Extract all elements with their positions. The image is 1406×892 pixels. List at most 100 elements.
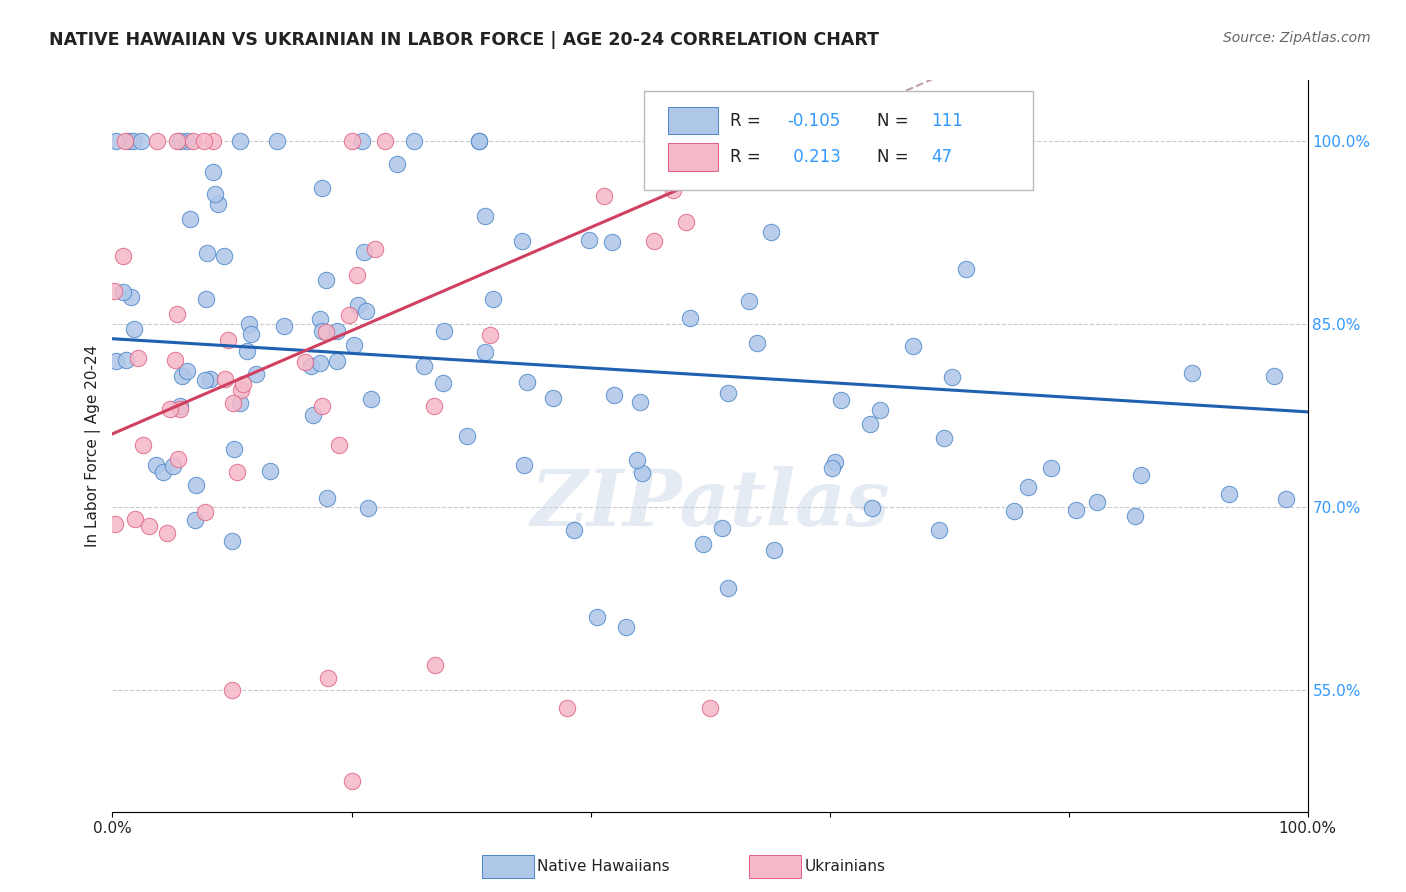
Point bbox=[343, 338, 366, 352]
Text: N =: N = bbox=[877, 112, 914, 129]
Point bbox=[214, 372, 236, 386]
Point bbox=[762, 543, 785, 558]
Point bbox=[1002, 504, 1025, 518]
Point bbox=[159, 402, 181, 417]
Point bbox=[221, 534, 243, 549]
Text: Ukrainians: Ukrainians bbox=[804, 859, 886, 873]
Point bbox=[193, 134, 215, 148]
Text: -0.105: -0.105 bbox=[787, 112, 841, 129]
Point bbox=[236, 343, 259, 358]
Point bbox=[273, 319, 295, 334]
Point bbox=[761, 226, 783, 240]
Point bbox=[738, 294, 761, 309]
Point bbox=[717, 582, 740, 596]
Point bbox=[592, 189, 614, 203]
Point bbox=[201, 134, 224, 148]
Point bbox=[425, 658, 447, 673]
Point bbox=[167, 451, 190, 466]
Text: Source: ZipAtlas.com: Source: ZipAtlas.com bbox=[1223, 31, 1371, 45]
Point bbox=[201, 164, 224, 178]
Text: 0.213: 0.213 bbox=[787, 148, 841, 166]
Point bbox=[564, 523, 586, 537]
Point bbox=[294, 355, 316, 369]
Point bbox=[364, 242, 387, 256]
Text: R =: R = bbox=[730, 112, 766, 129]
Point bbox=[675, 215, 697, 229]
Point bbox=[165, 353, 187, 368]
Point bbox=[166, 307, 188, 321]
Point bbox=[901, 339, 924, 353]
Point bbox=[299, 359, 322, 374]
Point bbox=[941, 369, 963, 384]
Point bbox=[717, 385, 740, 400]
Point bbox=[204, 187, 226, 202]
Point bbox=[138, 518, 160, 533]
Point bbox=[112, 249, 135, 263]
Point bbox=[315, 273, 337, 287]
Point bbox=[337, 308, 360, 322]
Point bbox=[516, 376, 538, 390]
Point bbox=[207, 197, 229, 211]
Point bbox=[628, 395, 651, 409]
Point bbox=[222, 442, 245, 456]
Point bbox=[105, 134, 128, 148]
Point bbox=[662, 183, 685, 197]
Point bbox=[342, 134, 364, 148]
Point bbox=[1123, 508, 1146, 523]
Point bbox=[200, 372, 222, 386]
Point bbox=[679, 311, 702, 326]
Point bbox=[468, 134, 491, 148]
Point bbox=[121, 134, 143, 148]
FancyBboxPatch shape bbox=[644, 91, 1033, 190]
Point bbox=[111, 285, 134, 299]
Point bbox=[122, 322, 145, 336]
Point bbox=[356, 501, 378, 516]
Point bbox=[240, 326, 263, 341]
Point bbox=[468, 134, 491, 148]
Text: 111: 111 bbox=[931, 112, 963, 129]
Point bbox=[1064, 503, 1087, 517]
Point bbox=[360, 392, 382, 407]
Point bbox=[194, 292, 217, 306]
Point bbox=[231, 383, 253, 397]
Point bbox=[643, 235, 665, 249]
Point bbox=[169, 134, 191, 148]
Point bbox=[232, 377, 254, 392]
Point bbox=[352, 134, 374, 148]
Point bbox=[711, 521, 734, 535]
Point bbox=[955, 262, 977, 277]
Point bbox=[176, 134, 198, 148]
Point bbox=[482, 293, 505, 307]
Point bbox=[212, 249, 235, 263]
Point bbox=[124, 511, 146, 525]
Point bbox=[555, 701, 578, 715]
Text: N =: N = bbox=[877, 148, 914, 166]
Point bbox=[225, 465, 247, 479]
Text: Native Hawaiians: Native Hawaiians bbox=[537, 859, 669, 873]
Point bbox=[221, 682, 243, 697]
Point bbox=[614, 620, 637, 634]
Point bbox=[146, 134, 169, 148]
Point bbox=[152, 465, 174, 479]
Y-axis label: In Labor Force | Age 20-24: In Labor Force | Age 20-24 bbox=[84, 345, 101, 547]
Point bbox=[824, 455, 846, 469]
Point bbox=[179, 211, 201, 226]
Point bbox=[302, 409, 325, 423]
Point bbox=[184, 513, 207, 527]
Point bbox=[1181, 366, 1204, 380]
Point bbox=[169, 399, 191, 413]
Point bbox=[1129, 468, 1152, 483]
Point bbox=[266, 134, 288, 148]
Point bbox=[1017, 480, 1039, 494]
Point bbox=[830, 392, 852, 407]
Point bbox=[194, 505, 217, 519]
Text: ZIPatlas: ZIPatlas bbox=[530, 467, 890, 542]
Point bbox=[585, 610, 607, 624]
Point bbox=[117, 134, 139, 148]
Point bbox=[115, 353, 138, 368]
Point bbox=[603, 388, 626, 402]
Point bbox=[127, 351, 149, 365]
Point bbox=[346, 268, 368, 282]
Point bbox=[131, 134, 153, 148]
Point bbox=[229, 134, 252, 148]
